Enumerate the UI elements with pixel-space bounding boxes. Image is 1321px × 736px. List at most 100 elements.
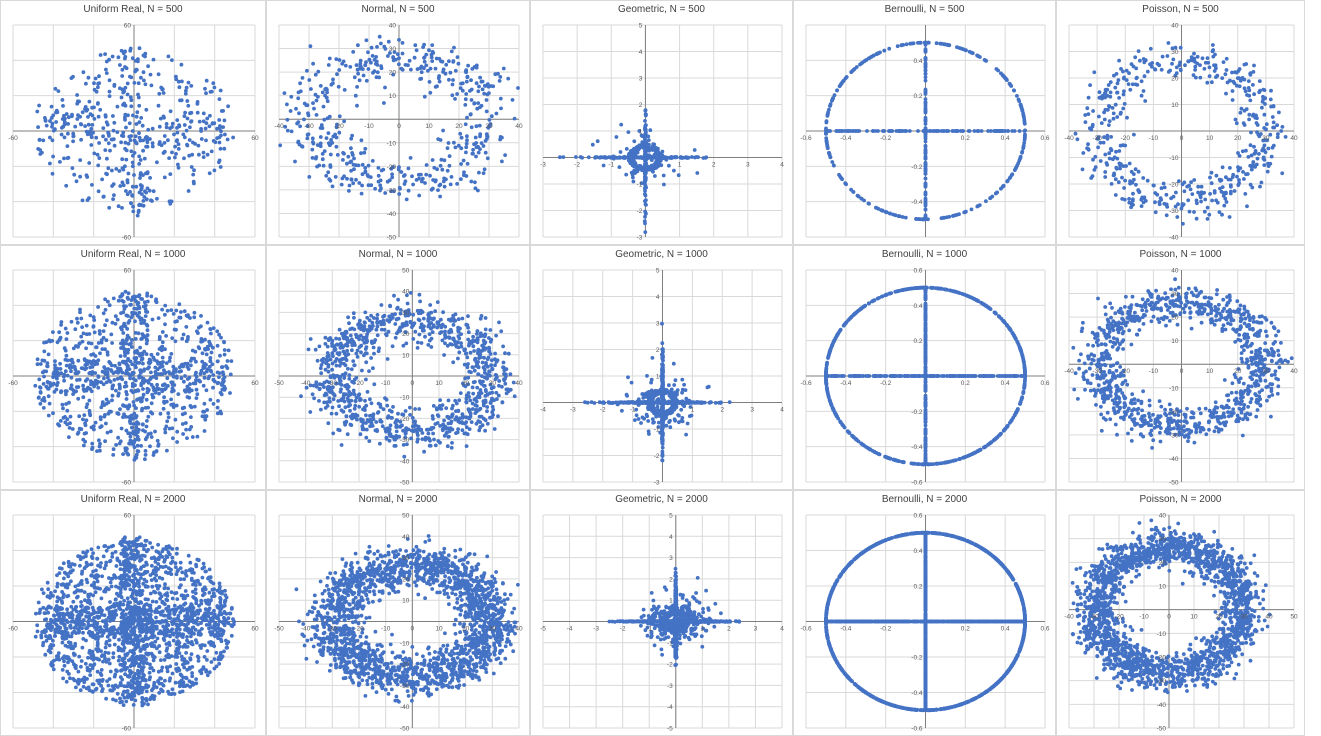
- data-point: [1075, 137, 1080, 142]
- data-point: [326, 369, 331, 374]
- data-point: [1206, 60, 1211, 65]
- data-point: [1276, 132, 1280, 136]
- data-point: [340, 176, 345, 181]
- data-point: [377, 346, 381, 351]
- data-point: [383, 191, 388, 195]
- data-point: [364, 78, 369, 83]
- data-point: [138, 183, 143, 187]
- data-point: [166, 138, 170, 143]
- data-point: [1155, 192, 1160, 197]
- data-point: [420, 437, 425, 441]
- data-point: [182, 156, 186, 161]
- data-point: [146, 388, 151, 392]
- data-point: [433, 85, 438, 89]
- data-point: [1141, 200, 1146, 205]
- data-point: [1105, 108, 1110, 112]
- data-point: [471, 334, 475, 339]
- data-point: [1174, 65, 1179, 70]
- data-point: [426, 68, 430, 73]
- data-point: [88, 313, 93, 318]
- data-point: [1261, 87, 1266, 92]
- data-point: [172, 368, 176, 373]
- data-point: [103, 297, 107, 302]
- data-point: [1086, 142, 1090, 147]
- data-point: [430, 158, 435, 162]
- data-point: [305, 136, 310, 141]
- data-point: [177, 365, 182, 370]
- data-point: [384, 397, 389, 402]
- data-point: [578, 155, 583, 159]
- data-point: [1195, 54, 1200, 59]
- data-point: [1230, 70, 1234, 75]
- data-point: [337, 114, 342, 119]
- data-point: [469, 78, 473, 83]
- data-point: [969, 207, 974, 212]
- data-point: [175, 376, 179, 380]
- data-point: [506, 351, 511, 356]
- data-point: [101, 329, 106, 333]
- data-point: [372, 316, 376, 320]
- data-point: [491, 84, 496, 89]
- data-point: [483, 394, 488, 398]
- data-point: [137, 162, 142, 166]
- data-point: [319, 123, 324, 127]
- data-point: [490, 367, 495, 372]
- y-tick-label: -50: [400, 480, 410, 487]
- y-tick-label: 30: [1171, 49, 1179, 56]
- data-point: [358, 58, 363, 63]
- y-tick-label: -30: [1169, 208, 1179, 215]
- data-point: [343, 330, 348, 334]
- data-point: [110, 168, 114, 173]
- data-point: [437, 79, 442, 84]
- x-tick-label: -30: [304, 123, 314, 130]
- data-point: [193, 381, 198, 386]
- data-point: [441, 67, 446, 72]
- data-point: [599, 155, 604, 160]
- data-point: [485, 376, 489, 381]
- data-point: [135, 361, 140, 365]
- data-point: [655, 152, 660, 157]
- data-point: [122, 101, 127, 106]
- data-point: [631, 179, 636, 184]
- data-point: [202, 376, 207, 380]
- data-point: [361, 73, 366, 78]
- data-point: [130, 194, 135, 198]
- data-point: [503, 351, 507, 356]
- data-point: [1230, 89, 1235, 93]
- data-point: [1153, 200, 1157, 205]
- data-point: [1134, 66, 1139, 71]
- data-point: [639, 181, 644, 186]
- data-point: [391, 405, 395, 409]
- scatter-chart-panel: Geometric, N = 1000 -4 -3 -2 -1 1 2 3 4 5 4 3 2 1 -1 -2…: [530, 245, 793, 490]
- data-point: [1247, 112, 1252, 117]
- data-point: [40, 398, 45, 402]
- data-point: [71, 131, 76, 136]
- data-point: [210, 362, 215, 367]
- data-point: [445, 444, 450, 449]
- data-point: [77, 426, 82, 431]
- data-point: [1005, 78, 1009, 82]
- data-point: [451, 337, 456, 342]
- data-point: [490, 390, 495, 395]
- data-point: [186, 189, 191, 193]
- data-point: [455, 182, 459, 186]
- data-point: [454, 409, 458, 413]
- data-point: [163, 347, 167, 352]
- data-point: [55, 366, 60, 371]
- data-point: [988, 129, 993, 133]
- data-point: [41, 382, 46, 386]
- data-point: [170, 58, 174, 62]
- data-point: [204, 91, 208, 96]
- data-point: [64, 392, 68, 397]
- data-point: [923, 47, 928, 52]
- data-point: [481, 338, 486, 343]
- data-point: [1127, 197, 1131, 201]
- data-point: [451, 323, 456, 327]
- data-point: [112, 82, 117, 87]
- data-point: [219, 129, 223, 134]
- data-point: [824, 120, 829, 125]
- data-point: [185, 436, 189, 440]
- data-point: [473, 180, 477, 185]
- data-point: [121, 130, 126, 135]
- data-point: [410, 174, 414, 179]
